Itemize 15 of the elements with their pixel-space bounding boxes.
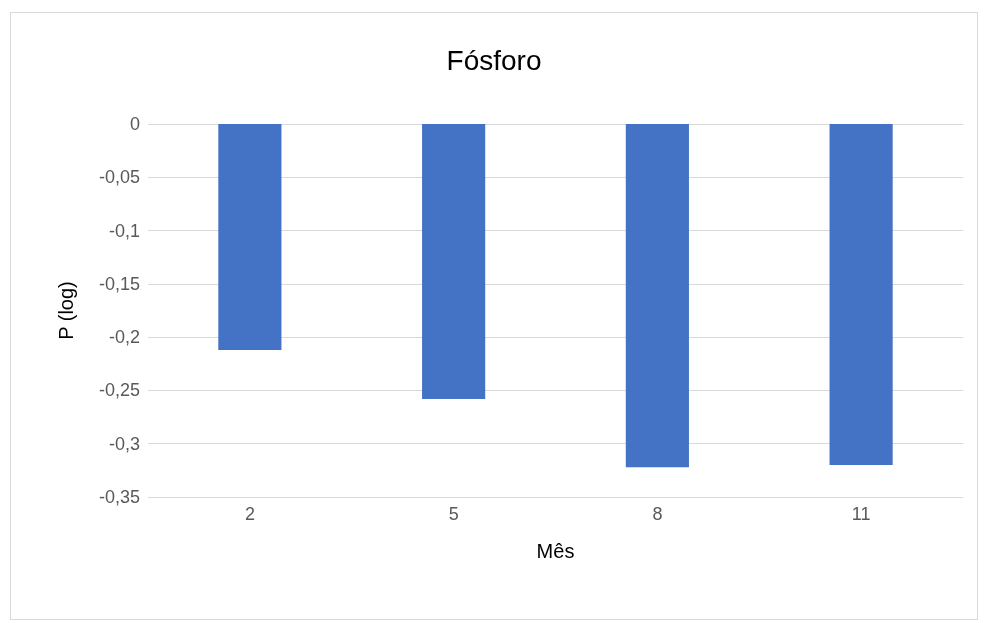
x-tick-label: 2 (244, 504, 255, 524)
y-tick-label: -0,2 (108, 327, 140, 348)
chart-title: Fósforo (446, 44, 542, 76)
y-tick-label: 0 (129, 114, 140, 134)
y-tick-label: -0,05 (98, 167, 140, 188)
y-tick-label: -0,3 (108, 433, 140, 454)
x-tick-label: 11 (851, 504, 871, 524)
x-tick-label: 8 (652, 504, 663, 524)
y-tick-label: -0,35 (98, 487, 140, 507)
x-tick-label: 5 (448, 504, 459, 524)
y-tick-label: -0,15 (98, 273, 140, 294)
y-tick-label: -0,25 (98, 380, 140, 401)
x-axis-title: Mês (536, 540, 575, 562)
y-axis-title: P (log) (55, 281, 77, 340)
y-tick-label: -0,1 (108, 220, 140, 241)
